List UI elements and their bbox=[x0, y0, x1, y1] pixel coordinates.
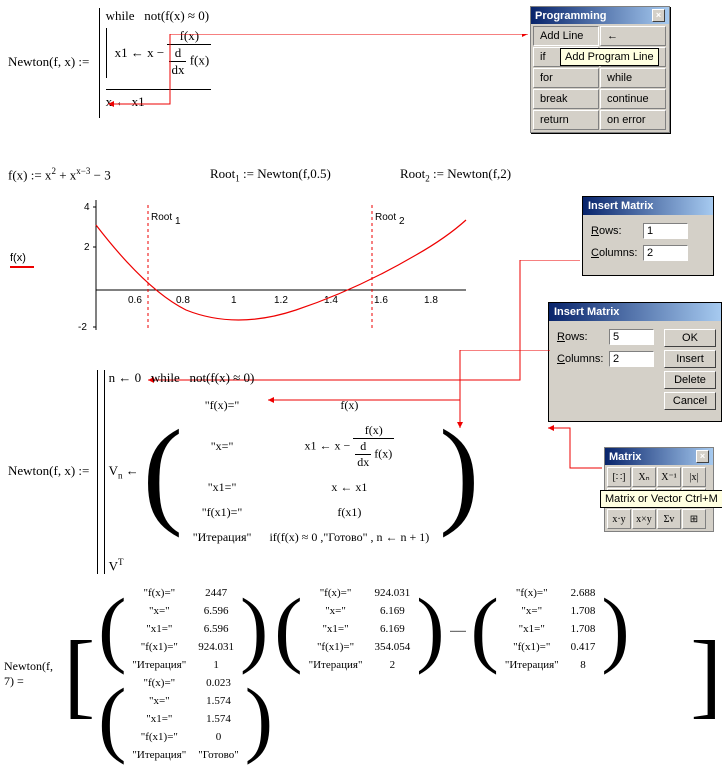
matrix-tooltip: Matrix or Vector Ctrl+M bbox=[600, 490, 722, 508]
results-row: Newton(f, 7) = [ ("f(x)="2447"x="6.596"x… bbox=[4, 584, 722, 764]
prog-btn-continue[interactable]: continue bbox=[600, 89, 666, 109]
x1-assign: x1 ← x − bbox=[115, 45, 165, 61]
deriv-fx: f(x) bbox=[190, 52, 210, 67]
root1-def: Root1 := Newton(f,0.5) bbox=[210, 166, 331, 184]
result-matrix-2: ("f(x)="2.688"x="1.708"x1="1.708"f(x1)="… bbox=[471, 584, 630, 674]
dialog-title-1[interactable]: Insert Matrix bbox=[583, 197, 713, 215]
cancel-button[interactable]: Cancel bbox=[664, 392, 716, 410]
insert-button[interactable]: Insert bbox=[664, 350, 716, 368]
programming-grid: Add Line ← if otherwi... for while break… bbox=[533, 26, 667, 130]
rows-input-1[interactable] bbox=[643, 223, 688, 239]
prog-btn-addline[interactable]: Add Line bbox=[533, 26, 599, 46]
matrix-tb-btn-9[interactable]: x×y bbox=[632, 509, 656, 529]
chart-legend: f(x) bbox=[10, 252, 34, 268]
svg-text:Root: Root bbox=[151, 212, 172, 223]
prog-btn-break[interactable]: break bbox=[533, 89, 599, 109]
cols-input-2[interactable] bbox=[609, 351, 654, 367]
prog-btn-return[interactable]: return bbox=[533, 110, 599, 130]
cols-label-2: Columns: bbox=[557, 353, 609, 365]
cond: not(f(x) ≈ 0) bbox=[144, 8, 209, 23]
results-lhs: Newton(f, 7) = bbox=[4, 659, 63, 689]
matrix-tb-btn-10[interactable]: Σv bbox=[657, 509, 681, 529]
matrix-tb-title[interactable]: Matrix × bbox=[605, 448, 713, 465]
svg-text:4: 4 bbox=[84, 202, 90, 213]
svg-text:2: 2 bbox=[84, 242, 90, 253]
newton-def-2: Newton(f, x) := n ← 0 while not(f(x) ≈ 0… bbox=[8, 370, 479, 574]
matrix-tb-btn-0[interactable]: [∷] bbox=[607, 467, 631, 487]
svg-text:0.6: 0.6 bbox=[128, 295, 142, 306]
matrix-tb-btn-11[interactable]: ⊞ bbox=[682, 509, 706, 529]
x-assign: x ← x1 bbox=[106, 94, 145, 109]
matrix-close-icon[interactable]: × bbox=[696, 450, 709, 463]
cols-input-1[interactable] bbox=[643, 245, 688, 261]
ok-button[interactable]: OK bbox=[664, 329, 716, 347]
prog-btn-back[interactable]: ← bbox=[600, 26, 666, 46]
delete-button[interactable]: Delete bbox=[664, 371, 716, 389]
svg-text:-2: -2 bbox=[78, 322, 87, 333]
close-icon[interactable]: × bbox=[652, 9, 665, 22]
result-matrix-0: ("f(x)="2447"x="6.596"x1="6.596"f(x1)="9… bbox=[98, 584, 268, 674]
palette-title-text: Programming bbox=[535, 10, 607, 22]
dialog-title-2[interactable]: Insert Matrix bbox=[549, 303, 721, 321]
svg-text:1.6: 1.6 bbox=[374, 295, 388, 306]
prog-btn-onerror[interactable]: on error bbox=[600, 110, 666, 130]
matrix-tb-btn-3[interactable]: |x| bbox=[682, 467, 706, 487]
matrix-tb-btn-1[interactable]: Xₙ bbox=[632, 467, 656, 487]
svg-text:1.2: 1.2 bbox=[274, 295, 288, 306]
chart-area: 4 2 -2 0.60.81 1.21.41.61.8 Root1 Root2 bbox=[56, 190, 476, 340]
newton-def-1: Newton(f, x) := while not(f(x) ≈ 0) x1 ←… bbox=[8, 8, 211, 118]
prog-btn-while[interactable]: while bbox=[600, 68, 666, 88]
fdef-line: f(x) := x2 + xx−3 − 3 bbox=[8, 166, 111, 183]
while-kw: while bbox=[106, 8, 135, 23]
dx: dx bbox=[169, 62, 186, 78]
lhs: Newton(f, x) := bbox=[8, 54, 89, 69]
rows-input-2[interactable] bbox=[609, 329, 654, 345]
insert-matrix-dialog-1: Insert Matrix Rows: Columns: bbox=[582, 196, 714, 276]
d: d bbox=[169, 45, 186, 62]
insert-matrix-dialog-2: Insert Matrix Rows: Columns: OK Insert D… bbox=[548, 302, 722, 422]
svg-text:0.8: 0.8 bbox=[176, 295, 190, 306]
cols-label-1: Columns: bbox=[591, 247, 643, 259]
results-dots: ........ bbox=[450, 621, 466, 635]
palette-titlebar[interactable]: Programming × bbox=[531, 7, 669, 24]
root2-def: Root2 := Newton(f,2) bbox=[400, 166, 511, 184]
result-matrix-3: ("f(x)="0.023"x="1.574"x1="1.574"f(x1)="… bbox=[98, 674, 273, 764]
svg-text:Root: Root bbox=[375, 212, 396, 223]
result-matrix-1: ("f(x)="924.031"x="6.169"x1="6.169"f(x1)… bbox=[274, 584, 444, 674]
matrix-tb-btn-8[interactable]: x·y bbox=[607, 509, 631, 529]
programming-palette: Programming × Add Line ← if otherwi... f… bbox=[530, 6, 670, 133]
addline-tooltip: Add Program Line bbox=[560, 48, 659, 66]
matrix-tb-btn-2[interactable]: X⁻¹ bbox=[657, 467, 681, 487]
svg-text:1.8: 1.8 bbox=[424, 295, 438, 306]
rows-label-2: Rows: bbox=[557, 331, 609, 343]
rows-label-1: Rows: bbox=[591, 225, 643, 237]
frac-num: f(x) bbox=[167, 28, 211, 45]
svg-text:1: 1 bbox=[231, 295, 237, 306]
svg-text:1: 1 bbox=[175, 216, 181, 227]
prog-btn-for[interactable]: for bbox=[533, 68, 599, 88]
svg-text:2: 2 bbox=[399, 216, 405, 227]
